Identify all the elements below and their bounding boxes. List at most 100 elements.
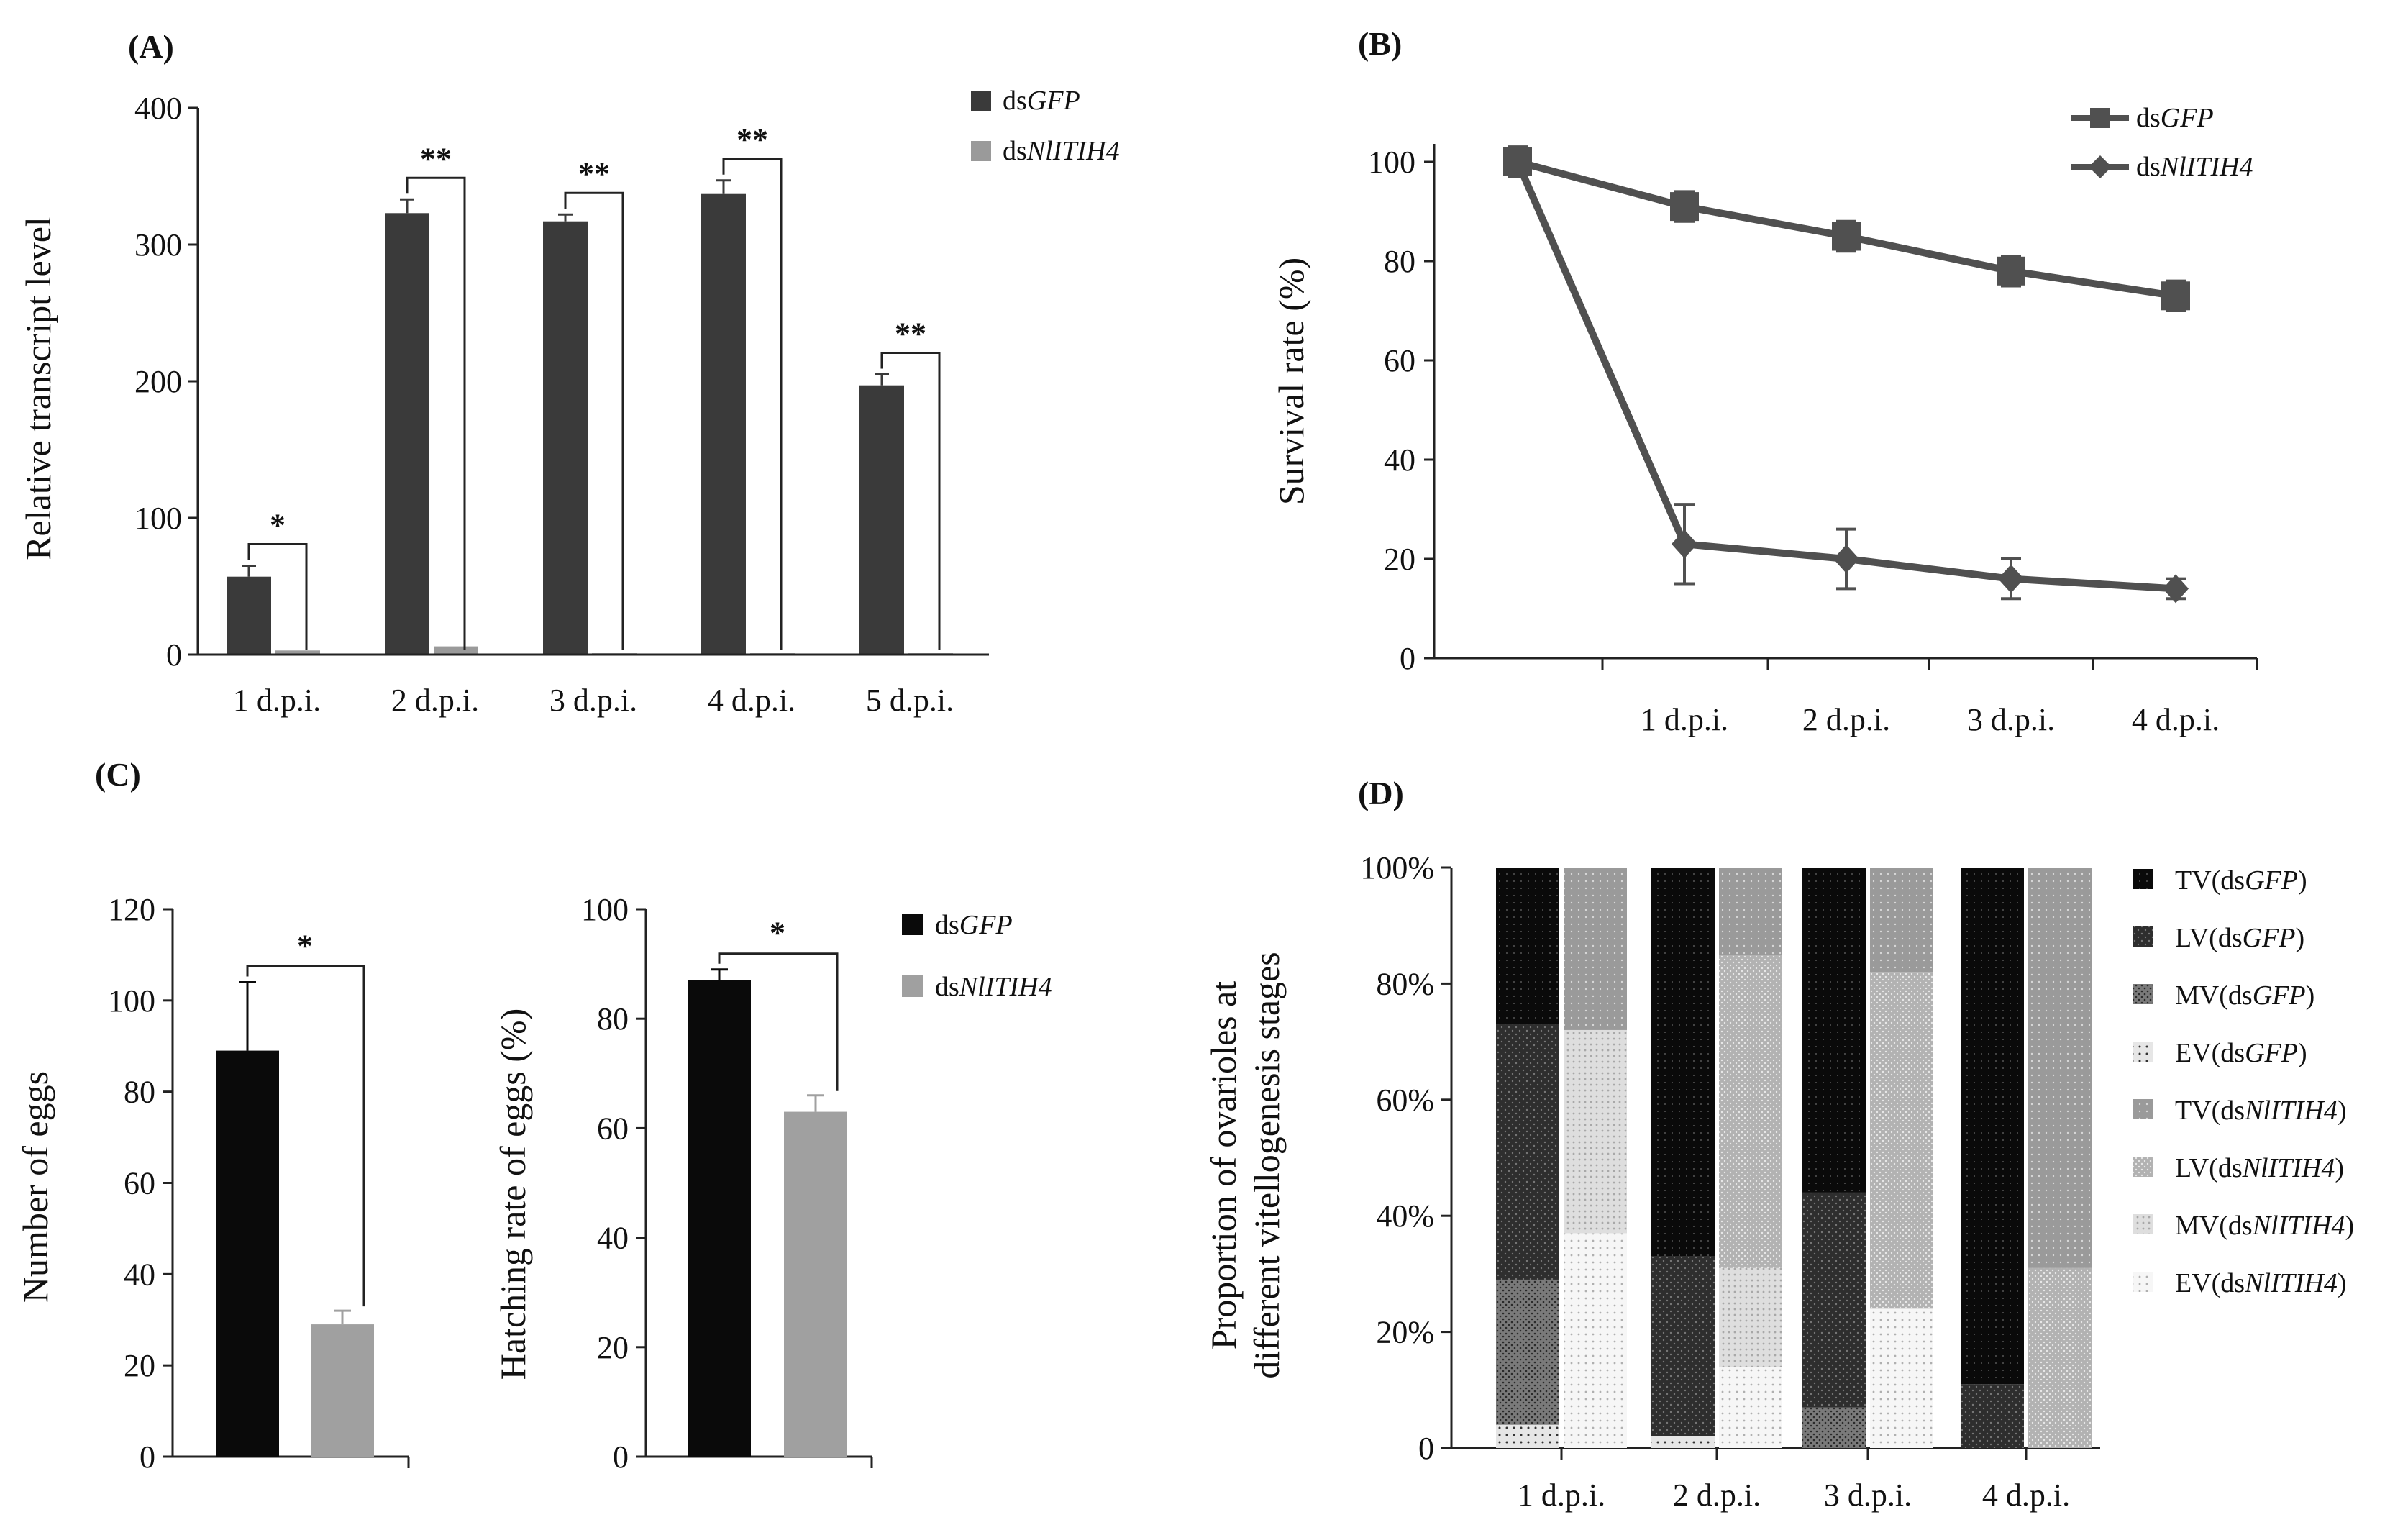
legend-d-entry: LV(dsGFP) (2175, 923, 2304, 953)
legend-c-nl-swatch (902, 975, 923, 997)
panel-a-ytick-label: 0 (166, 637, 182, 673)
panel-a-ytick-label: 100 (134, 501, 182, 536)
legend-b-gfp: dsGFP (2136, 103, 2214, 133)
bar-d-gfp-segment (1496, 1424, 1559, 1448)
panel-d-ytick-label: 20% (1376, 1315, 1434, 1350)
bar-d-nl-segment (2028, 1267, 2092, 1448)
bar-a-gfp (543, 221, 588, 655)
legend-d-entry: EV(dsGFP) (2175, 1038, 2307, 1068)
panel-b-axes: 0 20 40 60 80 100 1 d.p.i. 2 d.p.i. 3 d.p.i. 4 d.… (1368, 144, 2258, 737)
bar-a-gfp (859, 385, 904, 655)
panel-c2-ytick-label: 0 (613, 1439, 629, 1475)
panel-c2-ytick-label: 60 (597, 1111, 629, 1146)
legend-d-swatch (2133, 1214, 2153, 1234)
bar-a-nl (275, 650, 320, 655)
legend-d-swatch (2133, 926, 2153, 947)
point-b-nl (1505, 147, 1531, 176)
panel-c2-ytick-label: 20 (597, 1330, 629, 1365)
legend-b-nl-marker (2089, 155, 2112, 178)
panel-d-ytick-label: 80% (1376, 966, 1434, 1001)
panel-b-label: (B) (1358, 25, 1402, 62)
panel-a-label: (A) (128, 28, 174, 65)
panel-d-xtick-label: 2 d.p.i. (1673, 1477, 1761, 1513)
bar-d-nl-segment (1564, 868, 1627, 1030)
point-b-gfp (1832, 222, 1861, 251)
bar-d-nl-segment (1719, 1267, 1782, 1367)
panel-c2-sig-bracket (718, 952, 839, 1091)
panel-a-xtick-label: 1 d.p.i. (233, 683, 321, 718)
panel-c1-bars: * (216, 928, 374, 1457)
legend-a-nl-swatch (971, 141, 991, 161)
legend-a-gfp-swatch (971, 91, 991, 111)
panel-d-ytick-label: 60% (1376, 1083, 1434, 1118)
panel-c1-ylabel: Number of eggs (15, 1071, 55, 1303)
panel-b-ylabel: Survival rate (%) (1271, 258, 1311, 505)
panel-b-ytick-label: 60 (1384, 343, 1415, 378)
panel-c1-axes: 0 20 40 60 80 100 120 (108, 892, 410, 1475)
point-b-nl (2163, 574, 2189, 604)
legend-d-entry: MV(dsNlITIH4) (2175, 1211, 2354, 1241)
sig-label-a: * (270, 508, 286, 543)
panel-c2-chart: 0 20 40 60 80 100 * Hatching rate of eggs (%)… (493, 892, 1052, 1475)
panel-c1-sig-label: * (297, 928, 313, 963)
panel-b-xtick-label: 1 d.p.i. (1641, 702, 1728, 737)
point-b-nl (1672, 529, 1697, 559)
panel-b-lines (1503, 145, 2190, 604)
legend-a-gfp: dsGFP (1003, 86, 1080, 116)
panel-b-ytick-label: 80 (1384, 244, 1415, 279)
legend-d-entry: TV(dsGFP) (2175, 865, 2307, 896)
panel-a-ytick-label: 200 (134, 364, 182, 399)
panel-c2-ylabel: Hatching rate of eggs (%) (493, 1008, 533, 1380)
panel-d-label: (D) (1358, 775, 1404, 811)
panel-c1-ytick-label: 60 (124, 1166, 155, 1201)
panel-b-xtick-label: 3 d.p.i. (1967, 702, 2055, 737)
bar-d-gfp-segment (1651, 1256, 1715, 1436)
panel-a-xtick-label: 2 d.p.i. (391, 683, 479, 718)
panel-c1-sig-bracket (246, 965, 365, 1307)
sig-label-a: ** (736, 122, 768, 158)
panel-b-ytick-label: 20 (1384, 542, 1415, 577)
panel-b-legend: dsGFP dsNlITIH4 (2071, 103, 2253, 182)
panel-c2-ytick-label: 40 (597, 1221, 629, 1256)
point-b-gfp (2161, 281, 2190, 311)
panel-c1-bar-nl (311, 1324, 374, 1457)
bar-d-gfp-segment (1496, 1024, 1559, 1280)
sig-bracket-a (406, 176, 466, 650)
legend-d-entry: LV(dsNlITIH4) (2175, 1153, 2344, 1183)
point-b-gfp (1670, 192, 1699, 222)
bar-d-nl-segment (1719, 868, 1782, 955)
legend-c-nl: dsNlITIH4 (935, 972, 1052, 1002)
panel-b-ytick-label: 40 (1384, 442, 1415, 478)
legend-b-gfp-marker (2090, 108, 2110, 128)
panel-c2-axes: 0 20 40 60 80 100 (581, 892, 873, 1475)
panel-b-xtick-label: 4 d.p.i. (2132, 702, 2220, 737)
panel-a-xtick-label: 4 d.p.i. (708, 683, 795, 718)
panel-d-axes: 0 20% 40% 60% 80% 100% 1 d.p.i. 2 d.p.i. 3 d.p.i… (1360, 850, 2100, 1513)
legend-d-swatch (2133, 869, 2153, 889)
panel-c1-bar-gfp (216, 1050, 279, 1457)
panel-d-ylabel-line1: Proportion of ovarioles at (1203, 981, 1244, 1350)
bar-d-gfp-segment (1496, 1279, 1559, 1425)
panel-c2-bars: * (688, 916, 847, 1457)
panel-c1-chart: 0 20 40 60 80 100 120 * Number of eggs (15, 892, 410, 1475)
panel-d-xtick-label: 1 d.p.i. (1518, 1477, 1605, 1513)
bar-d-nl-segment (1719, 1367, 1782, 1448)
bar-d-nl-segment (1870, 972, 1933, 1309)
bar-d-nl-segment (1564, 1029, 1627, 1234)
bar-d-gfp-segment (1961, 1384, 2024, 1448)
bar-d-gfp-segment (1802, 1192, 1866, 1408)
bar-d-gfp-segment (1802, 1407, 1866, 1448)
panel-c2-legend: dsGFP dsNlITIH4 (902, 910, 1052, 1002)
panel-d-xtick-label: 3 d.p.i. (1824, 1477, 1912, 1513)
panel-c1-ytick-label: 80 (124, 1075, 155, 1110)
sig-bracket-a (722, 158, 783, 650)
panel-b-ytick-label: 0 (1400, 641, 1415, 676)
panel-d-legend: TV(dsGFP) LV(dsGFP) MV(dsGFP) EV(dsGFP) TV(d… (2133, 865, 2354, 1298)
legend-d-swatch (2133, 1272, 2153, 1292)
sig-label-a: ** (420, 141, 452, 176)
bar-a-gfp (227, 576, 271, 655)
panel-c1-ytick-label: 100 (108, 983, 155, 1019)
sig-label-a: ** (578, 156, 610, 191)
panel-c-label: (C) (95, 756, 141, 793)
